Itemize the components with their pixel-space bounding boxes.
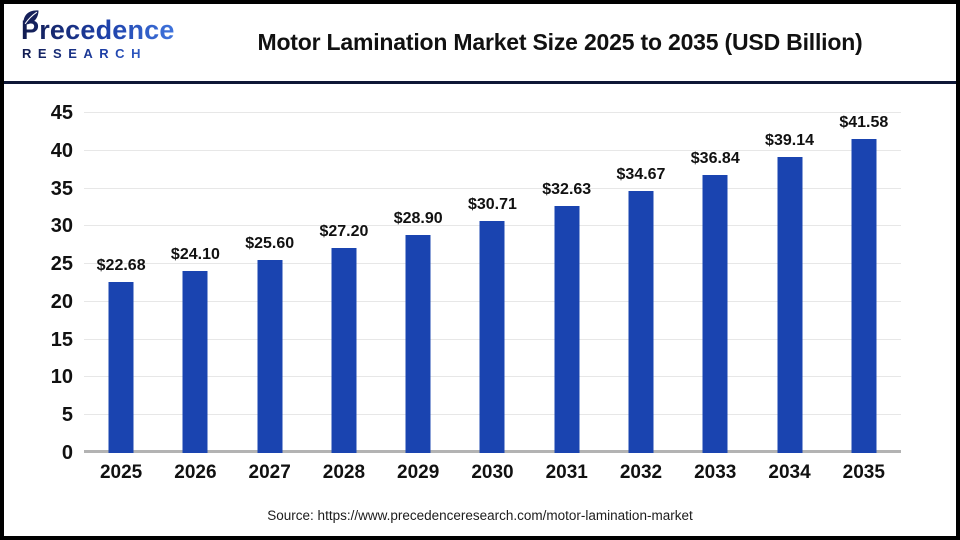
x-axis: 2025 2026 2027 2028 2029 2030 2031 2032 2033 2034…	[84, 453, 901, 484]
bar-2025	[108, 281, 134, 453]
y-tick-label-35: 35	[50, 177, 73, 200]
bar-value-label-2034: $39.14	[765, 132, 814, 150]
y-tick-label-30: 30	[50, 215, 73, 238]
bar-group-2033: $36.84	[678, 113, 752, 453]
y-tick-label-40: 40	[50, 139, 73, 162]
bar-group-2031: $32.63	[530, 113, 604, 453]
plot-wrap: $22.68 $24.10 $25.60 $27.20 $28.90 $30.71 $32.…	[84, 84, 901, 453]
bar-group-2028: $27.20	[307, 113, 381, 453]
bar-group-2029: $28.90	[381, 113, 455, 453]
gridline-45	[84, 112, 901, 113]
x-tick-label-2031: 2031	[545, 462, 588, 483]
bar-value-label-2035: $41.58	[839, 113, 889, 131]
plot-area: $22.68 $24.10 $25.60 $27.20 $28.90 $30.71 $32.…	[84, 112, 901, 453]
footer: Source: https://www.precedenceresearch.c…	[4, 495, 956, 536]
bar-group-2027: $25.60	[233, 113, 307, 453]
bar-group-2035: $41.58	[827, 113, 901, 453]
chart-title: Motor Lamination Market Size 2025 to 203…	[257, 29, 863, 55]
x-tick-label-2025: 2025	[99, 462, 143, 483]
logo-subtext: RESEARCH	[20, 47, 175, 60]
bar-value-label-2028: $27.20	[319, 222, 369, 240]
y-tick-label-45: 45	[50, 102, 73, 124]
bar-2029	[405, 234, 431, 453]
x-tick-label-2032: 2032	[619, 462, 663, 483]
bar-2030	[479, 220, 505, 453]
bar-value-label-2030: $30.71	[467, 195, 517, 213]
precedence-research-logo: Precedence RESEARCH	[20, 10, 175, 60]
bar-group-2032: $34.67	[604, 113, 678, 453]
leaf-icon	[23, 10, 39, 25]
bar-group-2025: $22.68	[84, 113, 158, 453]
bar-2028	[331, 247, 357, 453]
bar-value-label-2032: $34.67	[616, 166, 666, 184]
bar-group-2026: $24.10	[158, 113, 232, 453]
y-tick-label-0: 0	[61, 442, 73, 464]
gridline-40	[84, 149, 901, 151]
logo-text: Precedence	[21, 15, 175, 45]
header: Precedence RESEARCH Motor Lamination Mar…	[4, 4, 956, 84]
x-tick-label-2033: 2033	[694, 462, 737, 483]
y-tick-label-15: 15	[50, 328, 73, 351]
y-axis: 0 5 10 15 20 25 30 35 40 45	[4, 102, 84, 464]
x-tick-label-2027: 2027	[248, 462, 291, 483]
bar-2035	[851, 138, 877, 453]
bar-value-label-2025: $22.68	[96, 256, 146, 274]
bar-2034	[777, 157, 803, 453]
bar-group-2034: $39.14	[752, 113, 826, 453]
bar-2026	[182, 270, 208, 453]
bar-value-label-2026: $24.10	[170, 245, 220, 263]
logo-wordmark: Precedence	[20, 10, 175, 45]
x-tick-label-2026: 2026	[174, 462, 217, 483]
bar-value-label-2027: $25.60	[245, 234, 295, 252]
x-tick-label-2028: 2028	[322, 462, 366, 483]
x-tick-label-2034: 2034	[768, 462, 811, 483]
y-tick-label-25: 25	[50, 253, 73, 276]
x-tick-label-2030: 2030	[471, 462, 514, 483]
bar-value-label-2031: $32.63	[542, 181, 592, 199]
bar-2032	[628, 191, 654, 453]
bar-2033	[702, 174, 728, 453]
x-tick-label-2029: 2029	[397, 462, 440, 483]
source-text: Source: https://www.precedenceresearch.c…	[267, 508, 693, 523]
x-tick-label-2035: 2035	[842, 462, 885, 483]
gridline-35	[84, 187, 901, 189]
y-tick-label-5: 5	[61, 404, 73, 427]
y-tick-label-10: 10	[50, 366, 73, 389]
bar-2031	[554, 206, 580, 453]
y-tick-label-20: 20	[50, 290, 73, 313]
bar-value-label-2029: $28.90	[393, 209, 443, 227]
bar-group-2030: $30.71	[455, 113, 529, 453]
bar-2027	[257, 259, 283, 453]
bar-value-label-2033: $36.84	[690, 149, 740, 167]
chart-area: 0 5 10 15 20 25 30 35 40 45 $22.68 $24.10 $25.60 $27…	[4, 84, 956, 495]
